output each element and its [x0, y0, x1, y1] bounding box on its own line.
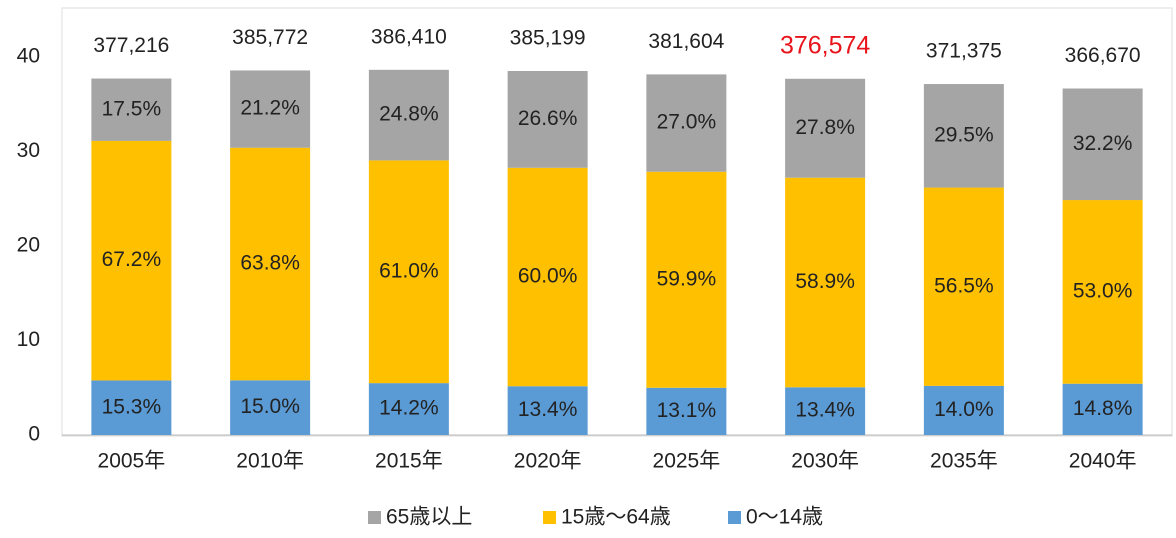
total-label: 371,375: [926, 40, 1002, 63]
data-label: 27.8%: [795, 116, 855, 139]
data-label: 13.4%: [518, 398, 578, 421]
x-tick-label: 2015年: [375, 450, 443, 473]
bar-segment: [507, 167, 588, 387]
y-tick-label: 20: [17, 234, 40, 257]
bar-segment: [785, 177, 866, 388]
x-tick-label: 2010年: [236, 450, 304, 473]
data-label: 63.8%: [240, 252, 300, 275]
bar-segment: [646, 74, 727, 172]
legend-label: 0～14歳: [746, 506, 823, 529]
data-label: 14.2%: [379, 397, 439, 420]
data-label: 29.5%: [934, 123, 994, 146]
data-label: 67.2%: [102, 248, 162, 271]
bar-segment: [923, 187, 1004, 386]
x-tick-label: 2005年: [98, 450, 166, 473]
legend-label: 15歳～64歳: [561, 506, 671, 529]
data-label: 14.0%: [934, 398, 994, 421]
total-label: 386,410: [371, 25, 447, 48]
bar-segment: [785, 387, 866, 435]
bar-segment: [230, 70, 311, 148]
bar-segment: [507, 70, 588, 168]
bar-segment: [646, 387, 727, 435]
bar-segment: [368, 160, 449, 384]
bar-segment: [507, 386, 588, 435]
bar-segment: [646, 171, 727, 388]
data-label: 15.0%: [240, 395, 300, 418]
data-label: 32.2%: [1073, 132, 1133, 155]
bar-segment: [230, 380, 311, 435]
data-label: 15.3%: [102, 395, 162, 418]
data-label: 24.8%: [379, 103, 439, 126]
bar-segment: [1062, 200, 1143, 384]
legend-label: 65歳以上: [386, 506, 472, 529]
data-label: 53.0%: [1073, 279, 1133, 302]
total-label: 385,199: [510, 27, 586, 50]
plot-area: [61, 7, 1173, 437]
data-label: 17.5%: [102, 97, 162, 120]
bar-segment: [1062, 88, 1143, 201]
x-tick-label: 2040年: [1069, 450, 1137, 473]
bar-segment: [91, 140, 172, 381]
data-label: 13.1%: [657, 399, 717, 422]
y-tick-label: 40: [17, 45, 40, 68]
bar-segment: [230, 147, 311, 381]
bar-segment: [91, 78, 172, 141]
data-label: 13.4%: [795, 399, 855, 422]
legend-swatch: [728, 511, 741, 524]
y-tick-label: 30: [17, 139, 40, 162]
data-label: 26.6%: [518, 107, 578, 130]
y-tick-label: 0: [28, 423, 40, 446]
x-tick-label: 2035年: [930, 450, 998, 473]
total-label: 385,772: [232, 26, 308, 49]
y-tick-label: 10: [17, 328, 40, 351]
data-label: 27.0%: [657, 111, 717, 134]
data-label: 61.0%: [379, 259, 439, 282]
data-label: 21.2%: [240, 97, 300, 120]
bar-segment: [923, 84, 1004, 188]
bar-segment: [368, 69, 449, 161]
total-label: 381,604: [648, 30, 724, 53]
data-label: 56.5%: [934, 274, 994, 297]
data-label: 59.9%: [657, 267, 717, 290]
data-label: 60.0%: [518, 265, 578, 288]
total-label: 376,574: [780, 32, 870, 60]
x-tick-label: 2020年: [514, 450, 582, 473]
data-label: 14.8%: [1073, 397, 1133, 420]
total-label: 366,670: [1065, 44, 1141, 67]
bar-segment: [923, 385, 1004, 435]
data-label: 58.9%: [795, 270, 855, 293]
x-tick-label: 2030年: [791, 450, 859, 473]
total-label: 377,216: [93, 34, 169, 57]
x-tick-label: 2025年: [653, 450, 721, 473]
bar-segment: [368, 383, 449, 435]
bar-segment: [91, 380, 172, 435]
bar-segment: [785, 78, 866, 178]
bar-segment: [1062, 383, 1143, 435]
legend-swatch: [368, 511, 381, 524]
legend-swatch: [543, 511, 556, 524]
